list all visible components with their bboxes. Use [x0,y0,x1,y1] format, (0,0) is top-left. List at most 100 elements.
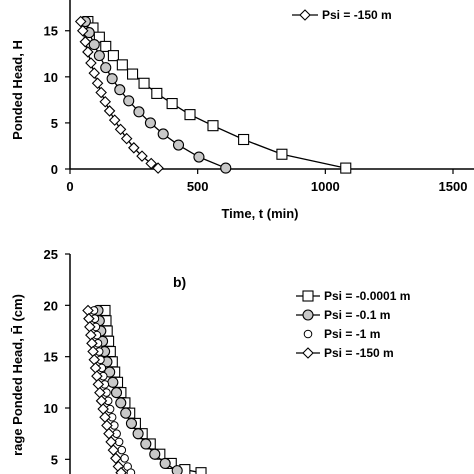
panel-a-data-point [128,142,140,154]
panel-a-data-point [88,39,100,51]
panel-a-legend: Psi = -150 m [292,8,392,22]
panel-a-data-point [166,98,178,110]
panel-b-data-point [97,403,109,415]
panel-a-data-point [127,68,139,80]
panel-a-data-point [145,157,157,170]
panel-b-y-axis-label: rage Ponded Head, H̄ (cm) [10,294,25,456]
panel-a-data-point [114,123,127,136]
panel-b-data-point [132,428,144,440]
panel-b-data-point [105,436,117,448]
panel-b-data-point [120,454,129,463]
panel-b-y-tick-label: 25 [44,247,58,262]
panel-b-data-point [92,378,105,391]
panel-b-data-point [87,345,99,358]
legend-a-diamond-marker [299,9,311,21]
panel-b-data-point [91,370,103,382]
panel-b-data-point [88,353,101,366]
panel-a-data-point [157,128,169,140]
legend-b-marker [303,329,313,339]
panel-a-data-point [151,87,163,99]
panel-b-data-point [110,452,122,465]
panel-b: 5 10 15 20 25 b) rage Ponded Head, H̄ (cm) P… [10,247,410,474]
panel-a-data-point [276,148,288,160]
panel-b-y-tick-label: 10 [44,401,58,416]
panel-a-data-point [107,50,119,62]
panel-a: 0 500 1000 1500 0 5 10 15 Time, t (min) Ponded … [10,0,474,221]
panel-a-data-point [99,95,112,108]
panel-a-data-point [207,120,219,132]
panel-a-data-point [108,114,121,126]
panel-b-series-circle-small [89,306,136,474]
panel-b-y-tick-label: 20 [44,298,58,313]
panel-a-data-point [340,162,352,174]
panel-a-data-point [184,109,196,121]
panel-a-data-point [100,40,112,52]
panel-b-data-point [171,465,183,474]
panel-b-y-tick-label: 5 [51,452,58,467]
panel-a-data-point [93,50,105,62]
panel-b-data-point [85,329,97,341]
panel-b-data-point [120,407,132,419]
panel-a-x-tick-label: 0 [66,179,73,194]
panel-b-data-point [94,386,106,399]
panel-a-data-point [91,77,104,90]
panel-a-data-point [116,59,128,71]
panel-a-data-point [120,132,133,145]
panel-a-data-point [138,77,150,89]
panel-a-data-point [144,117,156,129]
panel-b-data-point [107,444,120,456]
panel-b-data-point [101,419,113,432]
panel-a-data-point [193,151,205,163]
panel-a-series-line [87,21,346,169]
panel-a-data-point [85,57,97,69]
panel-b-data-point [195,467,207,474]
panel-a-y-tick-label: 0 [51,162,58,177]
legend-b-label: Psi = -150 m [324,346,394,360]
panel-b-data-point [103,427,115,440]
panel-a-x-tick-label: 1500 [439,179,468,194]
legend-b-label: Psi = -1 m [324,327,380,341]
panel-b-data-point [110,387,123,399]
panel-b-data-point [89,362,102,374]
legend-b-label: Psi = -0.1 m [324,308,390,322]
panel-a-y-tick-label: 10 [44,70,58,85]
panel-a-x-tick-label: 1000 [311,179,340,194]
panel-b-data-point [115,466,127,474]
panel-b-data-point [140,438,152,450]
panel-a-data-point [152,162,164,174]
panel-b-data-point [159,457,171,469]
panel-a-data-point [100,62,112,74]
panel-b-series-diamond [82,304,127,474]
legend-b-marker [302,309,314,321]
panel-a-data-point [220,162,232,174]
panel-b-data-point [126,468,136,474]
panel-a-data-point [82,46,94,58]
panel-a-data-point [74,15,87,28]
panel-a-series-diamond [74,15,164,174]
panel-a-data-point [106,73,118,85]
panel-a-y-axis-label: Ponded Head, H [10,40,25,140]
panel-a-data-point [114,84,126,96]
panel-a-x-axis-label: Time, t (min) [221,206,298,221]
panel-b-legend: Psi = -0.0001 m Psi = -0.1 m Psi = -1 m Psi… [296,289,410,360]
panel-a-data-point [123,95,135,107]
panel-b-data-point [107,376,119,388]
legend-a-label: Psi = -150 m [322,8,392,22]
panel-b-data-point [86,337,98,350]
panel-a-y-tick-label: 15 [44,24,58,39]
panel-a-data-point [136,150,148,162]
legend-b-marker [302,290,314,302]
panel-b-data-point [115,397,127,409]
panel-b-data-point [95,395,108,407]
panel-b-data-point [99,411,111,424]
panel-b-y-tick-label: 15 [44,350,58,365]
panel-a-data-point [238,133,250,146]
panel-a-data-point [76,24,89,37]
legend-b-marker [302,347,314,359]
panel-a-data-point [79,36,92,48]
panel-b-data-point [125,417,138,429]
panel-a-x-tick-label: 500 [187,179,209,194]
panel-a-data-point [88,67,101,79]
panel-a-data-point [95,86,107,99]
panel-a-y-tick-label: 5 [51,116,58,131]
